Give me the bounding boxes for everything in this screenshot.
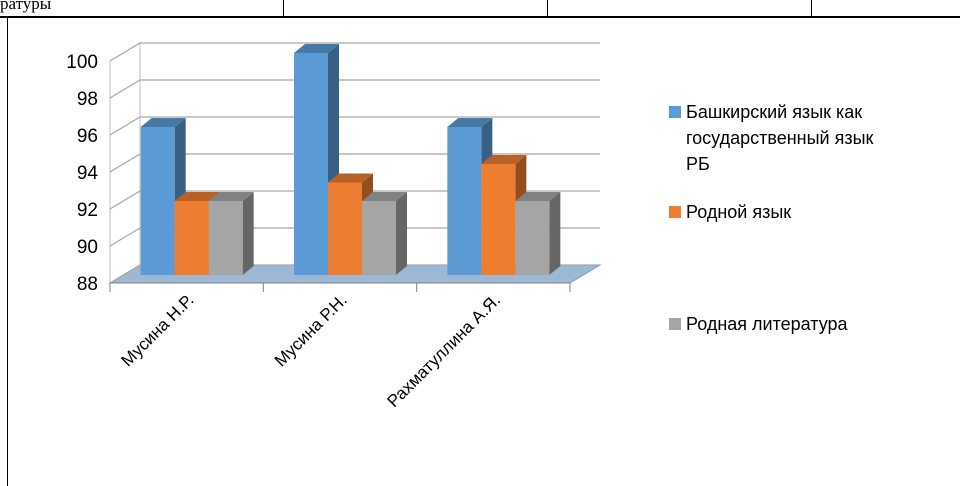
y-tick-label: 94: [77, 163, 99, 184]
bar-front: [328, 182, 362, 275]
gridline: [109, 116, 600, 136]
x-category-label: Рахматуллина А.Я.: [384, 290, 505, 411]
chart-x-axis: Мусина Н.Р. Мусина Р.Н. Рахматуллина А.Я.: [109, 282, 571, 411]
bar: [515, 192, 561, 275]
chart-y-axis: 88 90 92 94 96 98 100: [66, 52, 98, 295]
bar-top: [174, 192, 220, 201]
y-tick-label: 88: [77, 274, 98, 295]
bar-front: [140, 127, 175, 275]
gridline: [109, 79, 600, 99]
y-tick-label: 92: [77, 200, 98, 221]
table-cell-divider: [547, 0, 548, 17]
bar-front: [208, 201, 243, 275]
legend-label: Родная литература: [686, 314, 849, 334]
gridline: [109, 190, 600, 210]
legend-label: Родной язык: [686, 202, 791, 222]
table-bottom-rule: [0, 16, 960, 18]
bar-top: [515, 192, 561, 201]
y-tick-label: 90: [77, 237, 98, 258]
legend-label: РБ: [686, 154, 710, 174]
table-cell-divider: [811, 0, 812, 17]
table-cell-divider: [283, 0, 284, 17]
gridline: [109, 42, 600, 62]
bar-front: [447, 127, 482, 275]
gridline: [109, 227, 600, 247]
legend-swatch: [669, 106, 681, 118]
bar-top: [294, 44, 339, 53]
bar-top: [328, 173, 373, 183]
bar-front: [481, 164, 516, 275]
legend-label: государственный язык: [686, 128, 874, 148]
table-cell-text: ратуры: [0, 0, 52, 13]
bar-top: [481, 155, 527, 164]
bar-side: [242, 192, 254, 275]
y-tick-label: 96: [77, 126, 98, 147]
gridline: [109, 153, 600, 173]
legend-label: Башкирский язык как: [686, 102, 862, 122]
y-tick-label: 98: [77, 89, 98, 110]
bar-front: [294, 53, 328, 275]
document-table-top: ратуры: [0, 0, 960, 18]
bar: [481, 155, 527, 275]
chart-bars: [140, 44, 561, 275]
gridline: [109, 264, 600, 284]
bar-top: [447, 118, 493, 127]
chart-gridlines: [109, 42, 600, 284]
bar: [362, 192, 407, 275]
bar-front: [515, 201, 550, 275]
bar-side: [396, 192, 407, 275]
x-category-label: Мусина Р.Н.: [271, 290, 351, 370]
legend-swatch: [669, 206, 681, 218]
bar-front: [174, 201, 209, 275]
x-category-label: Мусина Н.Р.: [118, 290, 198, 370]
bar: [208, 192, 254, 275]
bar-front: [362, 201, 396, 275]
y-tick-label: 100: [66, 52, 98, 73]
bar-side: [549, 192, 561, 275]
document-left-border: [7, 18, 8, 486]
bar-top: [362, 192, 407, 201]
chart-legend: Башкирский язык как государственный язык Р…: [669, 102, 874, 334]
legend-swatch: [669, 318, 681, 330]
bar-top: [208, 192, 254, 201]
bar-top: [140, 118, 186, 127]
